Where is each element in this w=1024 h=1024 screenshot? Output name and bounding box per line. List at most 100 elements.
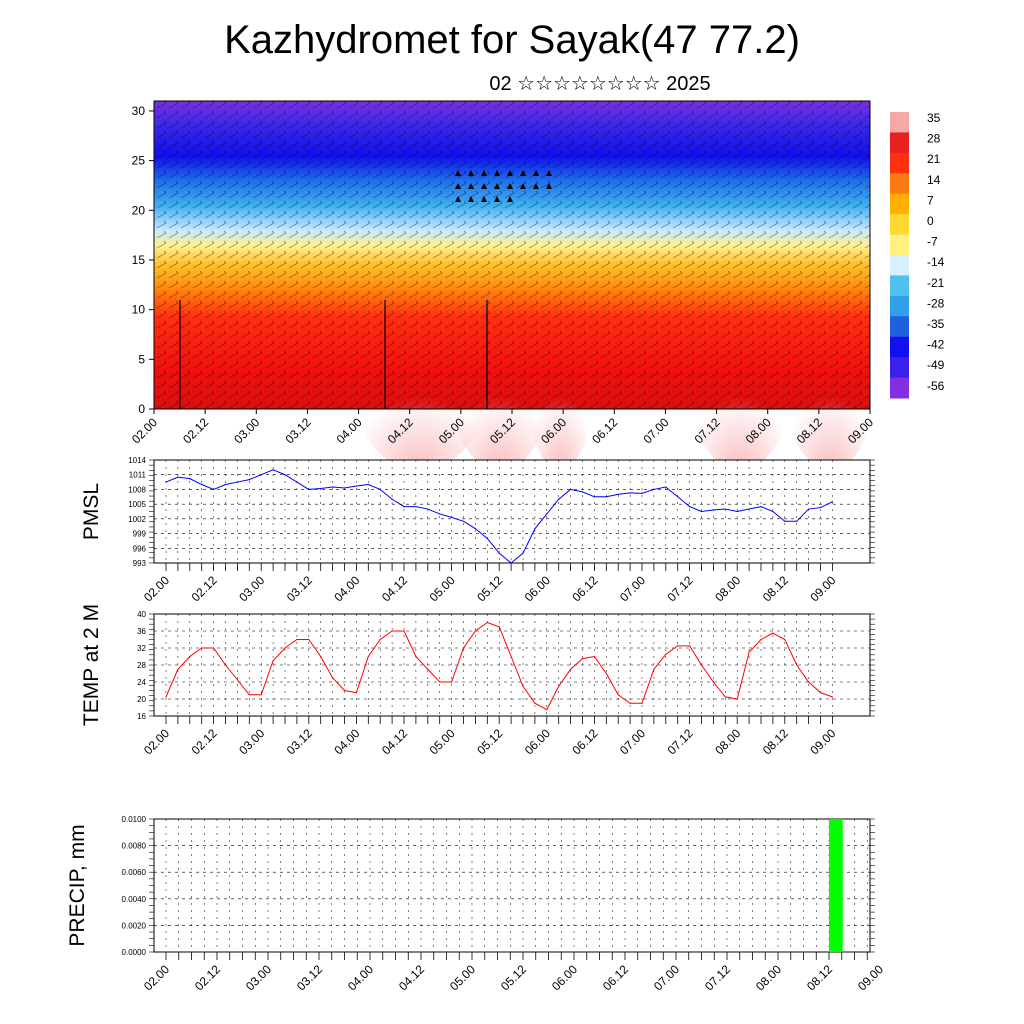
wind-flag xyxy=(455,196,461,202)
temp-point xyxy=(343,689,346,692)
precip-x-tick-label: 07.00 xyxy=(651,962,682,993)
precip-x-tick-label: 08.00 xyxy=(753,962,784,993)
wind-flag xyxy=(455,183,461,189)
temp-y-tick-label: 40 xyxy=(137,610,146,619)
heatmap-x-tick-label: 04.00 xyxy=(334,415,365,446)
pmsl-x-tick-label: 09.00 xyxy=(807,573,838,604)
colorbar-label: -42 xyxy=(927,338,945,352)
wind-flag xyxy=(533,183,539,189)
pmsl-point xyxy=(772,510,774,513)
precip-x-tick-label: 07.12 xyxy=(702,962,733,993)
temp-y-tick-label: 20 xyxy=(137,695,146,704)
heatmap-x-tick-label: 02.00 xyxy=(129,415,160,446)
wind-flag xyxy=(481,183,487,189)
wind-flag xyxy=(468,170,474,176)
colorbar-swatch xyxy=(890,214,909,236)
wind-flag xyxy=(494,170,500,176)
temp-point xyxy=(665,653,667,655)
temp-panel: 16 20 24 28 32 36 40 02.00 02.12 03.00 03.12 04.00 0… xyxy=(80,604,875,757)
pmsl-point xyxy=(260,474,262,476)
temp-point xyxy=(308,638,310,641)
wind-flag xyxy=(494,196,500,202)
colorbar-swatch xyxy=(890,132,909,154)
pmsl-x-tick-label: 03.00 xyxy=(236,573,267,604)
pmsl-x-tick-label: 07.00 xyxy=(617,573,648,604)
temp-point xyxy=(367,655,369,658)
wind-flag xyxy=(507,196,513,202)
precip-y-tick-label: 0.0000 xyxy=(122,948,147,957)
temp-x-tick-label: 05.00 xyxy=(427,726,458,757)
temp-point xyxy=(236,679,238,681)
colorbar-label: 7 xyxy=(927,193,934,207)
pmsl-point xyxy=(332,486,334,488)
heatmap-x-tick-label: 03.12 xyxy=(282,415,313,446)
pmsl-point xyxy=(653,488,655,491)
wind-flag xyxy=(481,170,487,176)
temp-point xyxy=(272,660,274,662)
pmsl-point xyxy=(462,520,465,522)
temp-point xyxy=(581,658,584,660)
pmsl-x-tick-label: 08.00 xyxy=(712,573,743,604)
pmsl-y-tick-label: 1008 xyxy=(128,485,146,494)
colorbar-label: 14 xyxy=(927,173,941,187)
colorbar-swatch xyxy=(890,152,909,174)
pmsl-point xyxy=(712,509,715,511)
heatmap-y-tick-label: 20 xyxy=(132,203,146,217)
pmsl-point xyxy=(534,528,536,530)
pmsl-point xyxy=(415,505,417,508)
pmsl-point xyxy=(796,520,798,522)
temp-point xyxy=(355,692,357,694)
temp-x-tick-label: 08.12 xyxy=(760,726,791,757)
pmsl-point xyxy=(522,552,524,554)
temp-point xyxy=(748,651,750,653)
temp-x-tick-label: 04.00 xyxy=(331,726,362,757)
pmsl-point xyxy=(570,488,572,491)
precip-x-tick-label: 08.12 xyxy=(804,962,835,993)
wind-flag xyxy=(481,196,487,202)
temp-point xyxy=(831,696,834,698)
temp-point xyxy=(796,664,798,666)
pmsl-point xyxy=(760,505,762,508)
pmsl-point xyxy=(343,487,346,489)
temp-point xyxy=(451,681,453,683)
chart-title: Kazhydromet for Sayak(47 77.2) xyxy=(224,18,800,62)
temp-point xyxy=(248,694,250,696)
colorbar-swatch xyxy=(890,336,909,358)
temp-point xyxy=(403,630,405,632)
heatmap-y-tick-label: 10 xyxy=(132,303,146,317)
precip-x-tick-label: 05.00 xyxy=(447,962,478,993)
temp-point xyxy=(712,681,715,683)
colorbar-label: -7 xyxy=(927,235,938,249)
temp-x-tick-label: 03.12 xyxy=(284,726,315,757)
precip-y-tick-label: 0.0040 xyxy=(122,895,147,904)
precip-y-tick-label: 0.0100 xyxy=(122,815,147,824)
pmsl-y-tick-label: 1014 xyxy=(128,456,146,465)
temp-point xyxy=(486,621,488,624)
pmsl-point xyxy=(474,528,476,530)
temp-x-tick-label: 09.00 xyxy=(807,726,838,757)
colorbar-swatch xyxy=(890,377,909,399)
temp-point xyxy=(534,702,536,704)
temp-point xyxy=(296,638,298,641)
temp-x-tick-label: 07.12 xyxy=(665,726,696,757)
colorbar-swatch xyxy=(890,112,909,133)
heatmap-y-tick-label: 25 xyxy=(132,154,146,168)
colorbar-swatch xyxy=(890,255,909,276)
pmsl-x-tick-label: 05.12 xyxy=(474,573,505,604)
colorbar-swatch xyxy=(890,295,909,317)
temp-point xyxy=(427,668,429,670)
wind-flag xyxy=(546,170,552,176)
temp-point xyxy=(653,668,655,670)
precip-x-tick-label: 03.12 xyxy=(294,962,325,993)
precip-frame xyxy=(153,818,871,953)
colorbar-label: -28 xyxy=(927,296,945,310)
pmsl-point xyxy=(296,481,298,483)
temp-point xyxy=(332,677,334,679)
pmsl-point xyxy=(213,488,215,491)
pmsl-point xyxy=(665,486,667,488)
pmsl-point xyxy=(320,487,322,490)
wind-flag xyxy=(468,196,474,202)
colorbar-label: 0 xyxy=(927,214,934,228)
pmsl-point xyxy=(510,562,512,564)
